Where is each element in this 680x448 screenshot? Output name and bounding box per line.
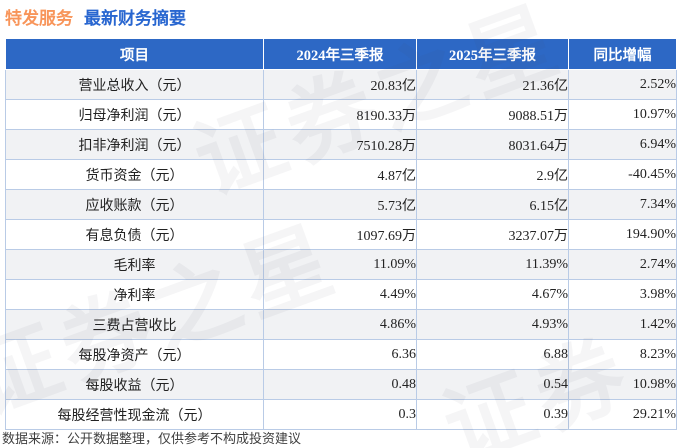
yoy-cell: 1.42% (568, 309, 677, 340)
col-header-item: 项目 (5, 38, 264, 70)
col-header-2024: 2024年三季报 (263, 38, 417, 70)
item-cell: 货币资金（元） (5, 159, 264, 190)
table-row: 货币资金（元） 4.87亿 2.9亿 -40.45% (5, 159, 677, 190)
yoy-cell: 8.23% (568, 339, 677, 370)
value-2024-cell: 4.49% (263, 279, 417, 310)
value-2025-cell: 2.9亿 (416, 159, 569, 190)
value-2025-cell: 0.39 (416, 399, 569, 430)
value-2024-cell: 11.09% (263, 249, 417, 280)
value-2025-cell: 9088.51万 (416, 99, 569, 130)
item-cell: 毛利率 (5, 249, 264, 280)
value-2025-cell: 0.54 (416, 369, 569, 400)
table-row: 三费占营收比 4.86% 4.93% 1.42% (5, 309, 677, 340)
value-2025-cell: 8031.64万 (416, 129, 569, 160)
value-2024-cell: 0.3 (263, 399, 417, 430)
item-cell: 每股收益（元） (5, 369, 264, 400)
table-row: 净利率 4.49% 4.67% 3.98% (5, 279, 677, 310)
table-row: 每股净资产（元） 6.36 6.88 8.23% (5, 339, 677, 370)
table-row: 扣非净利润（元） 7510.28万 8031.64万 6.94% (5, 129, 677, 160)
value-2025-cell: 4.67% (416, 279, 569, 310)
table-row: 营业总收入（元） 20.83亿 21.36亿 2.52% (5, 69, 677, 100)
item-cell: 应收账款（元） (5, 189, 264, 220)
item-cell: 净利率 (5, 279, 264, 310)
yoy-cell: 3.98% (568, 279, 677, 310)
yoy-cell: 2.52% (568, 69, 677, 100)
financial-summary-table: 项目 2024年三季报 2025年三季报 同比增幅 营业总收入（元） 20.83亿… (5, 38, 677, 430)
value-2025-cell: 21.36亿 (416, 69, 569, 100)
yoy-cell: 2.74% (568, 249, 677, 280)
yoy-cell: 6.94% (568, 129, 677, 160)
table-row: 每股经营性现金流（元） 0.3 0.39 29.21% (5, 399, 677, 430)
yoy-cell: 7.34% (568, 189, 677, 220)
yoy-cell: 10.98% (568, 369, 677, 400)
value-2024-cell: 1097.69万 (263, 219, 417, 250)
value-2025-cell: 3237.07万 (416, 219, 569, 250)
item-cell: 三费占营收比 (5, 309, 264, 340)
value-2025-cell: 6.15亿 (416, 189, 569, 220)
table-row: 每股收益（元） 0.48 0.54 10.98% (5, 369, 677, 400)
table-row: 归母净利润（元） 8190.33万 9088.51万 10.97% (5, 99, 677, 130)
value-2024-cell: 5.73亿 (263, 189, 417, 220)
table-row: 有息负债（元） 1097.69万 3237.07万 194.90% (5, 219, 677, 250)
source-note: 数据来源：公开数据整理，仅供参考不构成投资建议 (2, 432, 302, 447)
item-cell: 归母净利润（元） (5, 99, 264, 130)
table-header-row: 项目 2024年三季报 2025年三季报 同比增幅 (5, 38, 677, 70)
value-2024-cell: 8190.33万 (263, 99, 417, 130)
table-row: 应收账款（元） 5.73亿 6.15亿 7.34% (5, 189, 677, 220)
value-2024-cell: 20.83亿 (263, 69, 417, 100)
yoy-cell: 194.90% (568, 219, 677, 250)
yoy-cell: -40.45% (568, 159, 677, 190)
value-2024-cell: 4.87亿 (263, 159, 417, 190)
col-header-2025: 2025年三季报 (416, 38, 569, 70)
col-header-yoy: 同比增幅 (568, 38, 677, 70)
value-2024-cell: 0.48 (263, 369, 417, 400)
yoy-cell: 10.97% (568, 99, 677, 130)
value-2024-cell: 7510.28万 (263, 129, 417, 160)
value-2024-cell: 6.36 (263, 339, 417, 370)
item-cell: 有息负债（元） (5, 219, 264, 250)
value-2024-cell: 4.86% (263, 309, 417, 340)
item-cell: 每股净资产（元） (5, 339, 264, 370)
stock-name: 特发服务 (5, 9, 73, 29)
table-row: 毛利率 11.09% 11.39% 2.74% (5, 249, 677, 280)
item-cell: 扣非净利润（元） (5, 129, 264, 160)
page-title: 特发服务 最新财务摘要 (5, 4, 186, 29)
value-2025-cell: 11.39% (416, 249, 569, 280)
yoy-cell: 29.21% (568, 399, 677, 430)
table-body: 营业总收入（元） 20.83亿 21.36亿 2.52% 归母净利润（元） 8190.33… (5, 69, 677, 430)
item-cell: 营业总收入（元） (5, 69, 264, 100)
report-title: 最新财务摘要 (84, 9, 186, 29)
item-cell: 每股经营性现金流（元） (5, 399, 264, 430)
value-2025-cell: 4.93% (416, 309, 569, 340)
value-2025-cell: 6.88 (416, 339, 569, 370)
